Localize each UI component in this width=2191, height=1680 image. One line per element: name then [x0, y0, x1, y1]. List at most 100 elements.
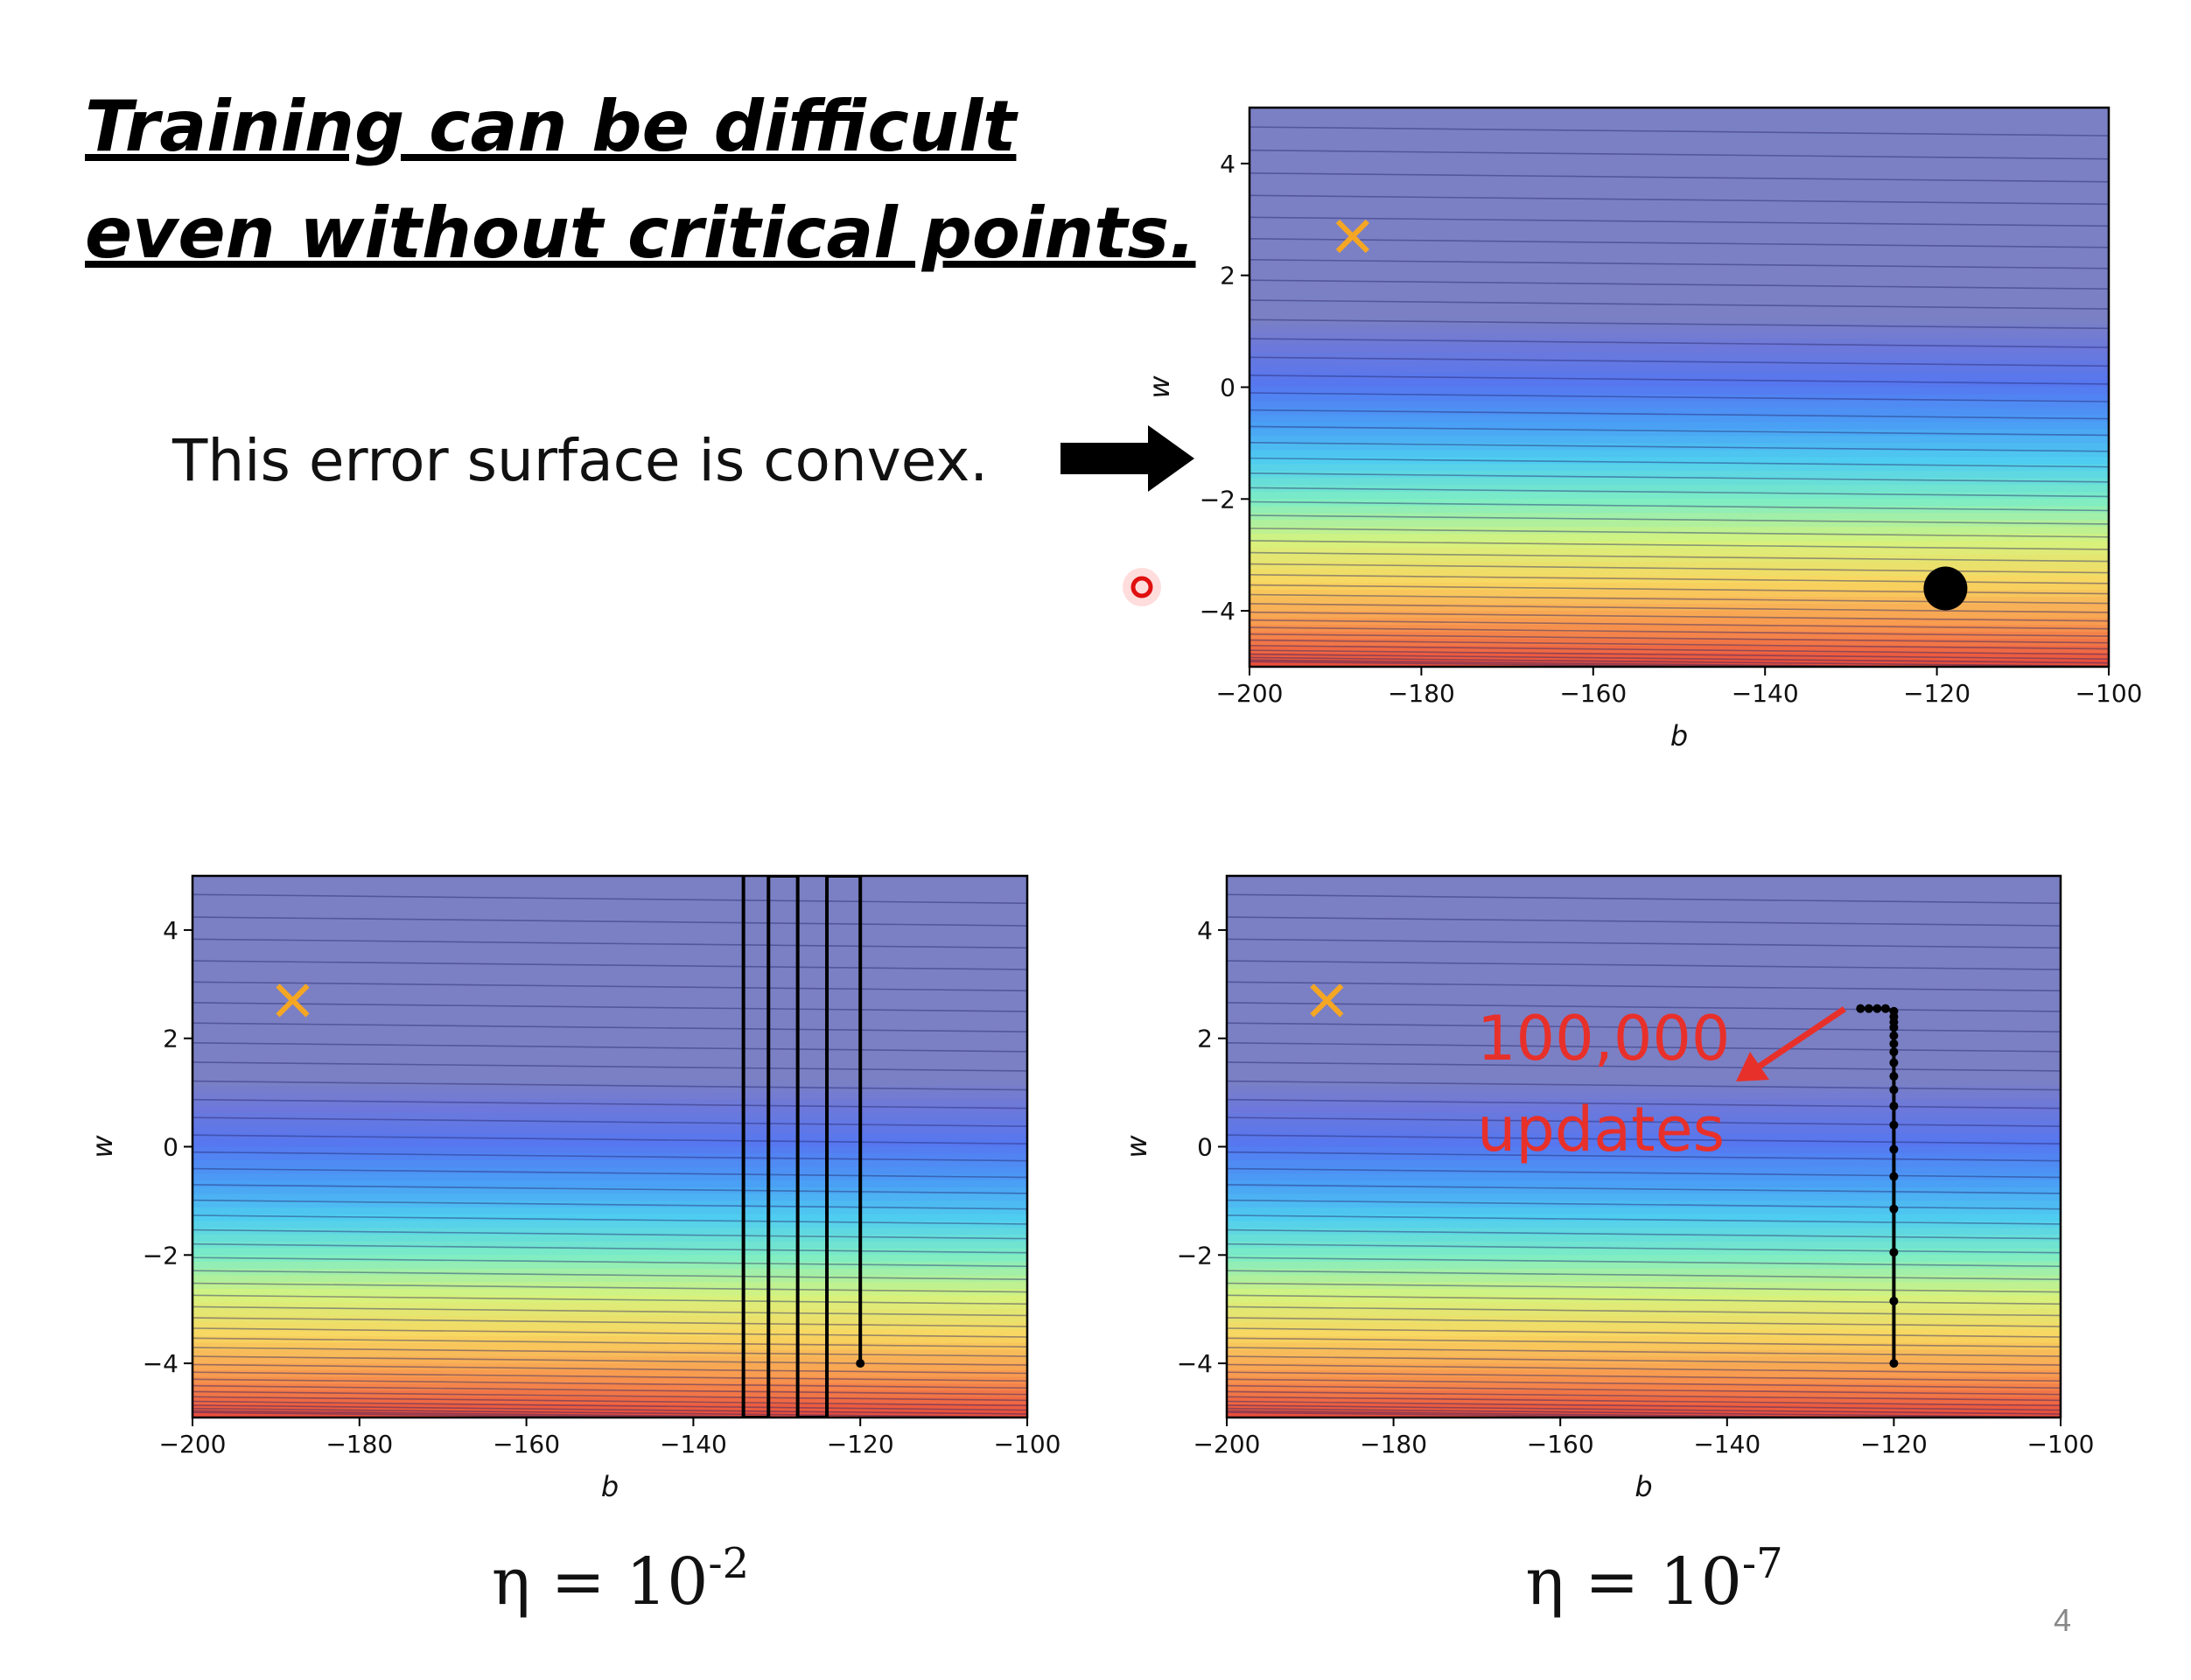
- surface-band: [1227, 1235, 2061, 1242]
- contour-line: [1227, 1256, 2061, 1268]
- contour-line: [1227, 1400, 2061, 1411]
- surface-band: [1250, 646, 2109, 654]
- surface-band: [192, 1342, 1027, 1351]
- surface-band: [1250, 653, 2109, 662]
- surface-band: [192, 1214, 1027, 1222]
- contour-line: [1250, 472, 2109, 483]
- contour-line: [1227, 893, 2061, 905]
- contour-line: [1250, 649, 2109, 660]
- surface-band: [192, 902, 1027, 911]
- contour-line: [192, 1390, 1027, 1402]
- x-tick-label: −100: [2076, 679, 2143, 708]
- x-tick-label: −180: [1388, 679, 1455, 708]
- surface-band: [192, 1011, 1027, 1019]
- surface-band: [192, 1004, 1027, 1012]
- surface-band: [192, 882, 1027, 891]
- surface-band: [1250, 261, 2109, 270]
- note: This error surface is convex.: [172, 427, 988, 494]
- surface-band: [1250, 485, 2109, 494]
- surface-band: [1227, 1200, 2061, 1209]
- surface-band: [192, 956, 1027, 965]
- surface-band: [1227, 1025, 2061, 1032]
- contour-line: [1227, 1134, 2061, 1144]
- contour-line: [192, 1116, 1027, 1127]
- surface-band: [1250, 604, 2109, 612]
- surface-band: [1250, 226, 2109, 234]
- contour-line: [1227, 960, 2061, 970]
- surface-band: [1227, 896, 2061, 904]
- caption-exponent: -2: [708, 1539, 749, 1588]
- surface-band: [1250, 198, 2109, 206]
- path-point: [1889, 1248, 1899, 1257]
- surface-band: [1250, 352, 2109, 360]
- surface-band: [1227, 1336, 2061, 1344]
- path-point: [1889, 1144, 1899, 1154]
- x-axis-label: b: [601, 1470, 619, 1503]
- surface-band: [1227, 1315, 2061, 1324]
- y-tick-label: 0: [163, 1133, 178, 1162]
- surface-band: [1250, 366, 2109, 374]
- x-tick-label: −160: [1559, 679, 1627, 708]
- surface-band: [192, 1255, 1027, 1264]
- path-point: [1889, 1047, 1899, 1057]
- surface-band: [1227, 1309, 2061, 1317]
- surface-band: [1227, 1045, 2061, 1054]
- y-tick-label: 4: [163, 916, 178, 945]
- surface-band: [192, 1208, 1027, 1215]
- surface-band: [1227, 1004, 2061, 1012]
- surface-band: [192, 1052, 1027, 1060]
- x-tick-label: −140: [1732, 679, 1799, 708]
- path-point: [1872, 1004, 1882, 1013]
- surface-band: [192, 1295, 1027, 1304]
- contour-line: [1250, 356, 2109, 368]
- y-tick-label: 0: [1220, 374, 1236, 402]
- surface-band: [192, 1200, 1027, 1209]
- contour-line: [1250, 639, 2109, 650]
- surface-band: [1250, 457, 2109, 466]
- path-point: [1889, 1058, 1899, 1068]
- surface-band: [1227, 1146, 2061, 1155]
- contour-line: [1227, 1214, 2061, 1225]
- contour-line: [192, 1355, 1027, 1366]
- contour-line: [192, 1378, 1027, 1390]
- surface-band: [1250, 142, 2109, 150]
- surface-band: [1227, 1065, 2061, 1074]
- surface-band: [192, 1235, 1027, 1242]
- cursor-glow: [1123, 568, 1161, 606]
- surface-band: [1227, 950, 2061, 958]
- contour-line: [1227, 1317, 2061, 1327]
- surface-band: [1227, 1342, 2061, 1351]
- surface-band: [1227, 1255, 2061, 1264]
- contour-line: [1227, 1061, 2061, 1072]
- surface-band: [1227, 936, 2061, 945]
- surface-band: [1250, 520, 2109, 528]
- contour-line: [1227, 1363, 2061, 1375]
- path-point: [1889, 1072, 1899, 1082]
- contour-line: [1250, 563, 2109, 574]
- surface-band: [192, 943, 1027, 952]
- caption: η = 10-7: [1525, 1539, 1782, 1620]
- contour-line: [1250, 409, 2109, 420]
- surface-band: [1227, 1396, 2061, 1405]
- contour-line: [1250, 149, 2109, 160]
- contour-line: [1250, 457, 2109, 468]
- contour-line: [1227, 1306, 2061, 1317]
- surface-band: [1227, 998, 2061, 1006]
- surface-band: [192, 1146, 1027, 1155]
- surface-band: [1227, 882, 2061, 891]
- surface-band: [1250, 114, 2109, 122]
- surface-band: [1250, 618, 2109, 626]
- chart: −200 −180 −160 −140 −120 −100 −4 −2 0 2 4 b w: [1143, 106, 2143, 752]
- contour-line: [1227, 1396, 2061, 1407]
- surface-band: [192, 1302, 1027, 1311]
- surface-band: [192, 1153, 1027, 1161]
- surface-band: [1250, 597, 2109, 606]
- annotation-arrowhead: [1736, 1052, 1769, 1082]
- caption-text: η = 10: [1525, 1544, 1742, 1620]
- surface-band: [1250, 317, 2109, 326]
- surface-band: [192, 896, 1027, 904]
- contour-line: [192, 1317, 1027, 1327]
- surface-band: [192, 990, 1027, 999]
- contour-line: [1227, 1080, 2061, 1091]
